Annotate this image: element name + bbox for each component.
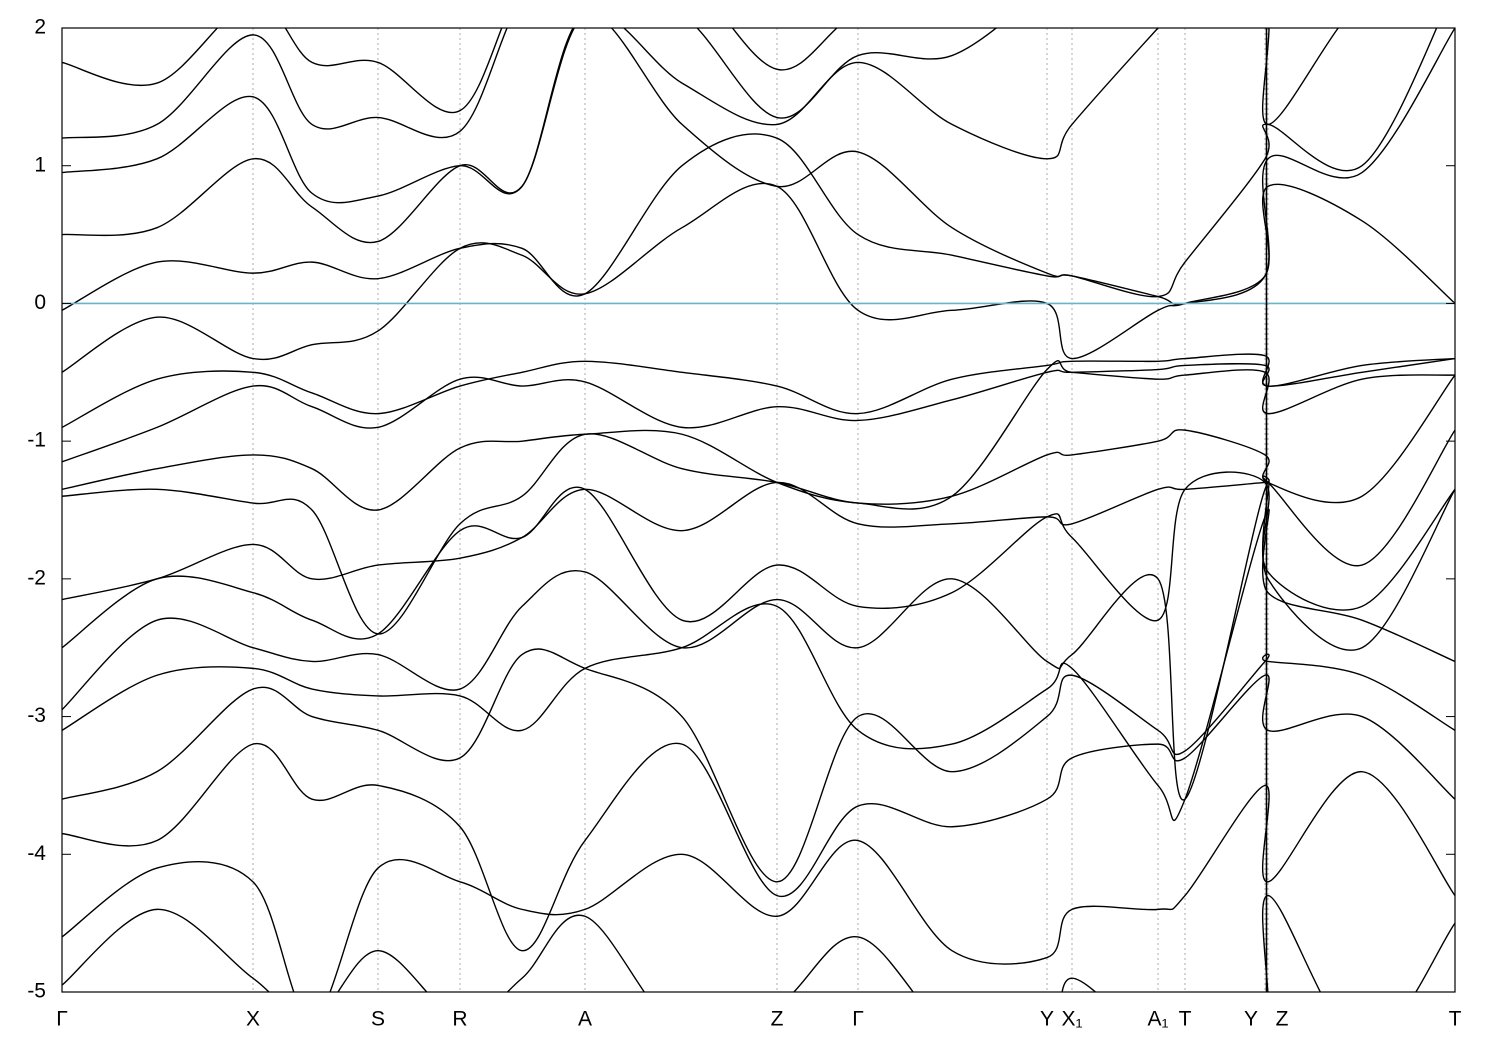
band-line [62,28,998,139]
band-line [62,353,1455,428]
band-line [62,360,1455,511]
band-line [62,770,1455,992]
band-line [62,182,1455,373]
band-line [62,28,1438,298]
band-line [62,374,1455,635]
band-line [62,894,1455,992]
y-tick-label: 1 [34,153,46,176]
band-line [62,648,1455,883]
y-tick-label: -3 [27,704,46,727]
x-tick-label: Γ [852,1008,864,1031]
x-tick-label: X₁ [1061,1008,1082,1031]
y-tick-label: -4 [27,842,46,865]
x-tick-label: T [1449,1008,1462,1031]
band-line [62,471,1455,649]
y-tick-label: -5 [27,980,46,1003]
grid-layer [61,28,1456,992]
band-line [62,357,1455,463]
band-line [62,28,1455,311]
band-line [62,508,1455,822]
plot-frame [61,27,1456,993]
x-tick-label: X [246,1008,260,1031]
band-line [62,429,1455,601]
x-tick-label: Z [1276,1008,1289,1031]
x-tick-label: Y [1040,1008,1054,1031]
band-line [62,28,838,114]
x-tick-label: T [1179,1008,1192,1031]
y-tick-label: 2 [34,16,46,39]
x-tick-label: R [452,1008,467,1031]
x-tick-label: A [578,1008,592,1031]
band-line [62,480,1455,801]
x-tick-label: Γ [56,1008,68,1031]
x-tick-label: Y [1244,1008,1258,1031]
y-tick-label: 0 [34,291,46,314]
x-tick-label: Z [771,1008,784,1031]
y-tick-label: -1 [27,429,46,452]
band-line [62,674,1455,952]
x-tick-label: A₁ [1147,1008,1168,1031]
y-tick-label: -2 [27,566,46,589]
band-line [62,28,1340,204]
x-tick-label: S [371,1008,385,1031]
bands-layer [62,28,1455,992]
